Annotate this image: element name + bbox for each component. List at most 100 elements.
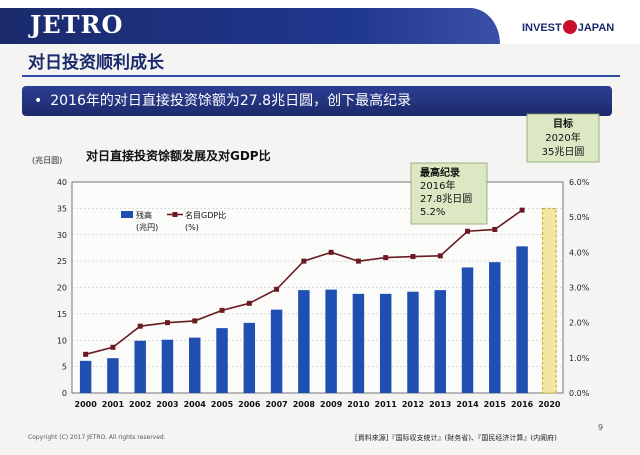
x-tick-label: 2002 [129,400,151,409]
legend-line-marker [172,212,178,217]
y-tick-label: 25 [57,257,67,266]
rising-sun-icon [562,20,577,34]
invest-text: INVEST [522,22,562,34]
x-tick-label: 2004 [184,400,207,409]
x-tick-label: 2011 [375,400,398,409]
bar [243,322,256,393]
y-tick-label: 5 [62,363,67,372]
target-callout [526,113,600,163]
bar [298,290,310,393]
y2-tick-label: 3.0% [569,284,590,293]
line-point [492,226,498,232]
bar [189,337,201,393]
target-bar [542,207,557,394]
x-tick-label: 2010 [347,400,370,409]
bar [161,339,174,393]
legend-bar-unit: (兆円) [136,222,158,232]
y2-tick-label: 1.0% [569,354,590,363]
y2-tick-label: 0.0% [569,389,590,398]
y-tick-label: 20 [57,284,67,293]
bar [325,289,337,393]
line-point [328,249,334,255]
bar [407,291,419,393]
line-point [192,318,198,324]
y-tick-label: 40 [57,178,67,187]
bar [379,293,392,393]
record-callout-line: 最高纪录 [420,166,460,179]
line-point [219,307,225,313]
y2-tick-label: 6.0% [569,178,590,187]
line-point [164,320,170,326]
target-callout-line: 35兆日圆 [542,146,585,158]
japan-text: JAPAN [577,22,615,34]
y2-tick-label: 5.0% [569,213,590,222]
left-axis-unit: (兆日圆) [32,156,63,165]
y-tick-label: 0 [62,389,67,398]
x-tick-label: 2016 [511,400,534,409]
x-tick-label: 2003 [156,400,178,409]
line-point [246,300,252,306]
x-tick-label: 2012 [402,400,424,409]
bar [107,358,119,393]
line-point [410,254,416,260]
y-tick-label: 30 [57,231,67,240]
x-tick-label: 2009 [320,400,343,409]
bar [489,262,501,393]
legend-bar-label: 残高 [136,210,152,220]
x-tick-label: 2020 [538,400,561,409]
x-tick-label: 2013 [429,400,451,409]
y-tick-label: 15 [57,310,67,319]
header-band [0,8,500,44]
bar [270,309,283,393]
legend-line-label: 名目GDP比 [185,210,226,220]
bar [352,293,365,393]
x-tick-label: 2001 [102,400,125,409]
line-point [137,323,143,329]
line-point [355,258,361,264]
legend-bar-swatch [121,211,133,218]
invest-japan-logo: INVEST JAPAN [522,20,614,34]
jetro-logo: JETRO [30,10,124,39]
slide-title: 对日投资顺利成长 [28,53,164,73]
y2-tick-label: 2.0% [569,319,590,328]
record-callout-line: 5.2% [420,207,445,218]
x-tick-label: 2015 [484,400,507,409]
line-point [437,253,443,259]
x-tick-label: 2005 [211,400,234,409]
line-point [383,255,389,261]
target-callout-line: 目标 [553,117,573,130]
bar [516,246,528,393]
target-callout-line: 2020年 [545,131,580,144]
record-callout-line: 2016年 [420,179,455,192]
record-callout [410,162,488,225]
page-number: 9 [598,423,604,432]
data-source: [資料來源]『国际収支统计』(財务省)、『国民经济计算』(内阁府) [355,434,557,442]
x-tick-label: 2014 [456,400,479,409]
record-callout-line: 27.8兆日圆 [420,193,472,205]
copyright: Copyright (C) 2017 JETRO. All rights res… [28,434,166,441]
line-point [301,258,307,264]
headline-banner: • 2016年的对日直接投资馀额为27.8兆日圆，创下最高纪录 [22,86,612,116]
y-tick-label: 35 [57,204,67,213]
line-point [83,351,89,357]
legend-line-unit: (%) [185,223,199,232]
bar [461,267,474,393]
banner-text: 2016年的对日直接投资馀额为27.8兆日圆，创下最高纪录 [50,93,412,109]
title-divider [22,75,620,77]
line-point [274,286,280,292]
chart-title: 对日直接投资馀额发展及对GDP比 [86,149,271,163]
x-tick-label: 2008 [293,400,316,409]
bar [434,290,446,393]
bar [79,360,92,393]
bar [134,340,146,393]
line-point [465,228,471,234]
bar [216,328,228,393]
slide-header: JETRO INVEST JAPAN [0,0,640,44]
x-tick-label: 2000 [75,400,98,409]
x-tick-label: 2007 [265,400,287,409]
y-tick-label: 10 [57,336,67,345]
line-point [519,207,525,213]
bullet-icon: • [34,93,43,109]
y2-tick-label: 4.0% [569,248,590,257]
